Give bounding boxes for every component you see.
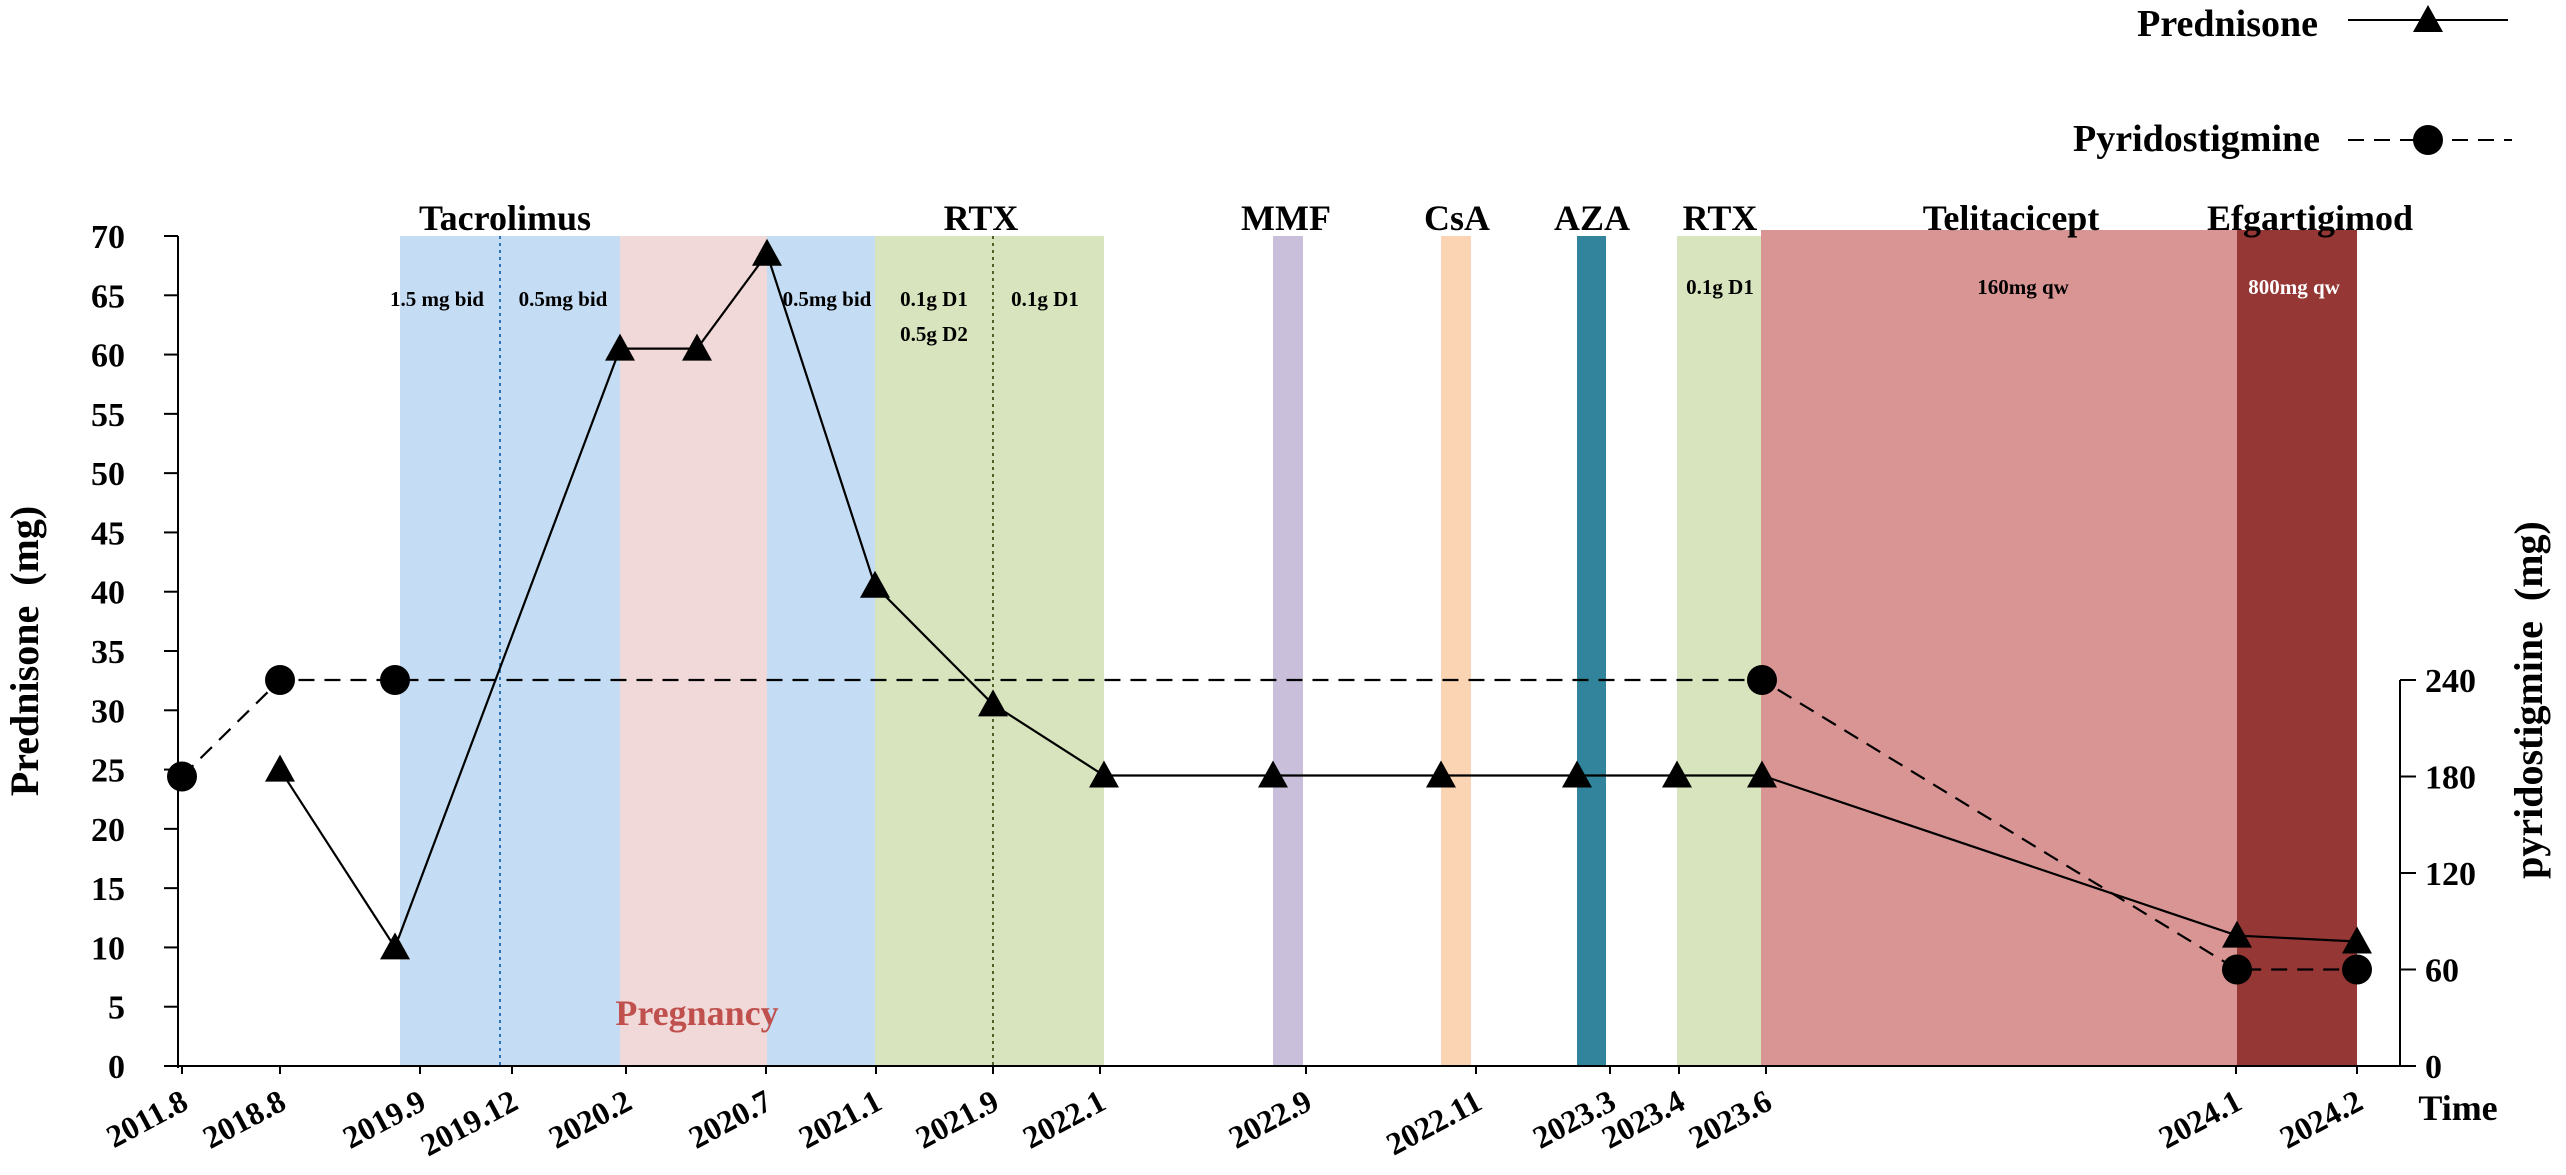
x-tick-label-2024-2: 2024.2 [2274, 1082, 2369, 1155]
x-tick-label-2018-8: 2018.8 [197, 1082, 292, 1155]
series-point-prednisone-2024-1 [2222, 920, 2252, 948]
left-tick-label-40: 40 [91, 575, 125, 612]
left-tick-label-50: 50 [91, 456, 125, 493]
treatment-band-tacrolimus [400, 236, 620, 1066]
left-tick-label-45: 45 [91, 515, 125, 552]
left-tick-label-5: 5 [108, 990, 125, 1027]
left-tick-label-15: 15 [91, 871, 125, 908]
treatment-band-rtx [1677, 236, 1761, 1066]
dose-label-3: 0.1g D1 [900, 287, 968, 311]
dose-label-8: 800mg qw [2248, 275, 2340, 299]
left-tick-label-0: 0 [108, 1049, 125, 1086]
x-tick-label-2024-1: 2024.1 [2153, 1082, 2248, 1155]
series-point-pyridostigmine-2018-8 [265, 665, 295, 695]
right-tick-label-180: 180 [2425, 760, 2476, 797]
x-tick-label-2011-8: 2011.8 [100, 1082, 193, 1154]
right-tick-label-0: 0 [2425, 1049, 2442, 1086]
series-point-pyridostigmine-2011-8 [167, 761, 197, 792]
dose-label-0: 1.5 mg bid [390, 287, 484, 311]
left-axis-title: Prednisone (mg) [2, 506, 47, 796]
series-point-prednisone-2022-9 [1258, 760, 1288, 788]
series-point-pyridostigmine-2024-2 [2342, 954, 2372, 985]
right-tick-label-240: 240 [2425, 663, 2476, 700]
treatment-band-pregnancy [620, 236, 767, 1066]
series-point-prednisone-2024-2 [2342, 926, 2372, 954]
treatment-band-aza [1577, 236, 1606, 1066]
series-point-pyridostigmine-2024-1 [2222, 954, 2252, 985]
band-label-telitacicept: Telitacicept [1923, 198, 2100, 238]
treatment-band-mmf [1273, 236, 1303, 1066]
legend-label-pyridostigmine: Pyridostigmine [2073, 118, 2320, 160]
left-tick-label-20: 20 [91, 812, 125, 849]
x-axis-title: Time [2418, 1088, 2497, 1128]
right-tick-label-120: 120 [2425, 856, 2476, 893]
left-tick-label-25: 25 [91, 753, 125, 790]
series-point-prednisone-2023-4 [1662, 760, 1692, 788]
x-tick-label-2021-9: 2021.9 [910, 1082, 1005, 1155]
series-point-prednisone-2020-2 [605, 333, 635, 361]
x-tick-label-2022-1: 2022.1 [1017, 1082, 1112, 1155]
legend-marker-pyridostigmine [2413, 125, 2443, 155]
left-tick-label-70: 70 [91, 219, 125, 256]
series-point-prednisone-2023-6 [1747, 760, 1777, 788]
dose-label-5: 0.1g D1 [1011, 287, 1079, 311]
left-tick-label-65: 65 [91, 278, 125, 315]
x-tick-label-2022-9: 2022.9 [1223, 1082, 1318, 1155]
legend-marker-prednisone [2413, 5, 2443, 32]
band-label-tacrolimus: Tacrolimus [419, 198, 591, 238]
series-point-prednisone-2020-4 [682, 333, 712, 361]
series-point-prednisone-2019-9 [380, 932, 410, 960]
series-point-prednisone-2020-7 [752, 238, 782, 266]
band-label-csa: CsA [1424, 198, 1490, 238]
legend-label-prednisone: Prednisone [2137, 3, 2318, 45]
treatment-band-efgartigimod [2237, 230, 2357, 1066]
right-axis-title: pyridostigmine (mg) [2506, 521, 2551, 879]
series-line-pyridostigmine [181, 678, 2357, 971]
left-tick-label-60: 60 [91, 338, 125, 375]
dose-label-2: 0.5mg bid [783, 287, 872, 311]
series-point-prednisone-2022-1 [1089, 760, 1119, 788]
dose-label-6: 0.1g D1 [1686, 275, 1754, 299]
left-tick-label-30: 30 [91, 693, 125, 730]
band-label-rtx: RTX [944, 198, 1019, 238]
x-tick-label-2022-11: 2022.11 [1380, 1082, 1487, 1162]
band-label-pregnancy: Pregnancy [615, 993, 778, 1033]
treatment-band-csa [1441, 236, 1471, 1066]
x-tick-label-2019-9: 2019.9 [337, 1082, 432, 1155]
series-point-prednisone-2021-1 [860, 570, 890, 598]
dose-label-4: 0.5g D2 [900, 322, 968, 346]
band-label-aza: AZA [1554, 198, 1630, 238]
x-tick-label-2019-12: 2019.12 [415, 1082, 524, 1163]
right-tick-label-60: 60 [2425, 953, 2459, 990]
band-label-mmf: MMF [1241, 198, 1331, 238]
x-tick-label-2020-2: 2020.2 [543, 1082, 638, 1155]
band-label-rtx: RTX [1683, 198, 1758, 238]
series-point-prednisone-2021-9 [978, 689, 1008, 717]
band-label-efgartigimod: Efgartigimod [2207, 198, 2413, 238]
left-tick-label-10: 10 [91, 930, 125, 967]
dose-label-1: 0.5mg bid [519, 287, 608, 311]
treatment-band-tacrolimus-continued [767, 236, 875, 1066]
left-tick-label-35: 35 [91, 634, 125, 671]
left-tick-label-55: 55 [91, 397, 125, 434]
x-tick-label-2023-6: 2023.6 [1683, 1082, 1778, 1155]
dose-label-7: 160mg qw [1977, 275, 2069, 299]
series-point-pyridostigmine-2023-6 [1747, 665, 1777, 695]
series-point-prednisone-2023-3 [1562, 760, 1592, 788]
treatment-band-telitacicept [1761, 230, 2237, 1066]
series-point-prednisone-2022-11 [1426, 760, 1456, 788]
series-point-prednisone-2018-8 [265, 754, 295, 782]
x-tick-label-2021-1: 2021.1 [793, 1082, 888, 1155]
x-tick-label-2020-7: 2020.7 [683, 1082, 778, 1155]
series-point-pyridostigmine-2019-9 [380, 665, 410, 695]
treatment-band-rtx [875, 236, 1104, 1066]
